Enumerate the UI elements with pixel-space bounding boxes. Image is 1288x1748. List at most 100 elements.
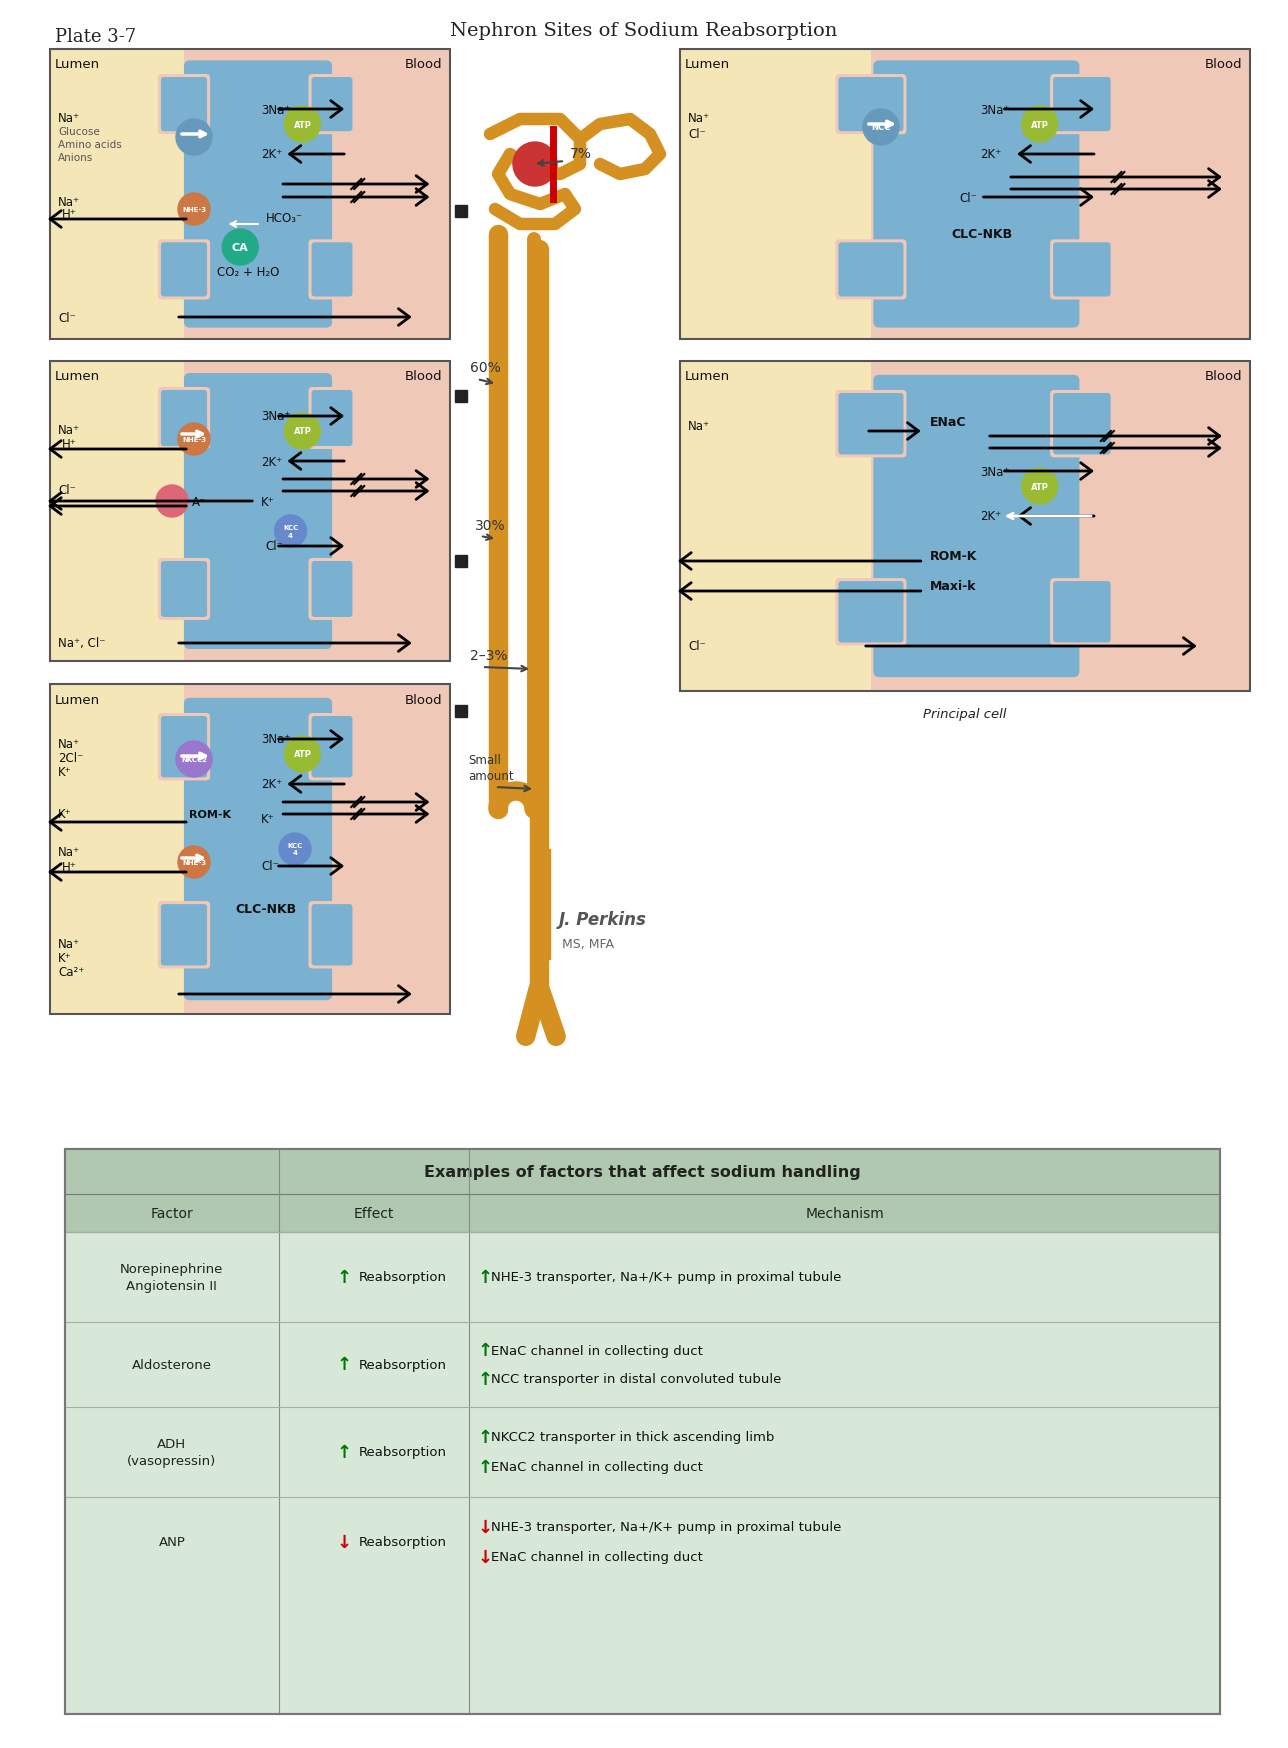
FancyBboxPatch shape: [838, 243, 903, 297]
Text: 2Cl⁻: 2Cl⁻: [58, 752, 84, 766]
Text: CO₂ + H₂O: CO₂ + H₂O: [216, 266, 279, 278]
Text: 3Na⁺: 3Na⁺: [261, 103, 291, 117]
Text: ATP: ATP: [294, 121, 312, 129]
Bar: [64, 1194, 1220, 1232]
FancyArrowPatch shape: [540, 989, 556, 1037]
Text: Blood: Blood: [1206, 371, 1243, 383]
Text: Na⁺: Na⁺: [58, 939, 80, 951]
FancyBboxPatch shape: [158, 239, 210, 301]
Text: NHE-3 transporter, Na+/K+ pump in proximal tubule: NHE-3 transporter, Na+/K+ pump in proxim…: [491, 1521, 841, 1533]
Text: ↑: ↑: [336, 1269, 352, 1287]
Bar: [332, 685, 450, 1014]
Text: Lumen: Lumen: [685, 371, 730, 383]
Text: Reabsorption: Reabsorption: [359, 1536, 447, 1549]
Text: Cl⁻: Cl⁻: [960, 191, 978, 205]
FancyBboxPatch shape: [873, 61, 1079, 329]
Text: KCC
4: KCC 4: [283, 524, 299, 538]
Text: NKCC2: NKCC2: [182, 757, 207, 762]
Text: Na⁺: Na⁺: [58, 196, 80, 208]
Circle shape: [285, 736, 321, 773]
Text: ↑: ↑: [336, 1444, 352, 1461]
Text: Na⁺, Cl⁻: Na⁺, Cl⁻: [58, 636, 106, 650]
Text: ↓: ↓: [336, 1533, 352, 1550]
Text: NHE-3 transporter, Na+/K+ pump in proximal tubule: NHE-3 transporter, Na+/K+ pump in proxim…: [491, 1271, 841, 1283]
Bar: [871, 51, 1082, 339]
Text: CLC-NKB: CLC-NKB: [951, 229, 1012, 241]
Text: Mechanism: Mechanism: [805, 1206, 884, 1220]
Bar: [455, 392, 468, 402]
Text: 3Na⁺: 3Na⁺: [980, 103, 1010, 117]
Bar: [50, 51, 450, 339]
Text: 60%: 60%: [470, 360, 501, 374]
Text: A⁻: A⁻: [192, 495, 206, 509]
Circle shape: [274, 516, 307, 547]
Text: NHE-3: NHE-3: [182, 437, 206, 442]
Text: Reabsorption: Reabsorption: [359, 1358, 447, 1370]
Text: 2–3%: 2–3%: [470, 649, 507, 662]
FancyBboxPatch shape: [312, 243, 353, 297]
Text: Principal cell: Principal cell: [923, 708, 1007, 720]
Circle shape: [178, 423, 210, 456]
Text: Lumen: Lumen: [55, 694, 100, 706]
Text: HCO₃⁻: HCO₃⁻: [265, 212, 303, 224]
Circle shape: [176, 741, 213, 778]
Text: 2K⁺: 2K⁺: [261, 454, 282, 468]
Text: Na⁺: Na⁺: [58, 738, 80, 752]
FancyBboxPatch shape: [161, 717, 207, 778]
Text: Norepinephrine
Angiotensin II: Norepinephrine Angiotensin II: [120, 1262, 224, 1292]
Text: NCC transporter in distal convoluted tubule: NCC transporter in distal convoluted tub…: [491, 1372, 782, 1386]
Text: NKCC2 transporter in thick ascending limb: NKCC2 transporter in thick ascending lim…: [491, 1430, 774, 1444]
Text: ↑: ↑: [336, 1356, 352, 1374]
Text: K⁺: K⁺: [58, 953, 72, 965]
Circle shape: [223, 231, 258, 266]
Text: NCC: NCC: [871, 124, 890, 133]
FancyBboxPatch shape: [836, 75, 907, 135]
FancyBboxPatch shape: [158, 559, 210, 621]
Bar: [871, 362, 1082, 692]
Text: ROM-K: ROM-K: [930, 551, 978, 563]
Text: H⁺: H⁺: [62, 208, 77, 222]
Bar: [50, 685, 450, 1014]
Text: Blood: Blood: [404, 371, 443, 383]
Bar: [680, 51, 1249, 339]
Text: Cl⁻: Cl⁻: [688, 640, 706, 654]
Text: Blood: Blood: [404, 694, 443, 706]
FancyArrowPatch shape: [526, 989, 538, 1037]
Text: ENaC channel in collecting duct: ENaC channel in collecting duct: [491, 1550, 703, 1564]
FancyBboxPatch shape: [161, 561, 207, 617]
Bar: [455, 706, 468, 718]
Circle shape: [1021, 468, 1057, 505]
FancyBboxPatch shape: [1054, 393, 1110, 454]
Text: 3Na⁺: 3Na⁺: [261, 411, 291, 423]
Text: Na⁺: Na⁺: [688, 420, 710, 434]
Bar: [64, 1150, 1220, 1194]
Text: ADH
(vasopressin): ADH (vasopressin): [128, 1437, 216, 1467]
Text: ROM-K: ROM-K: [189, 809, 231, 820]
FancyBboxPatch shape: [312, 904, 353, 967]
FancyBboxPatch shape: [312, 79, 353, 133]
Text: Cl⁻: Cl⁻: [58, 311, 76, 325]
FancyBboxPatch shape: [161, 904, 207, 967]
FancyBboxPatch shape: [309, 559, 355, 621]
Bar: [50, 362, 184, 662]
Text: Lumen: Lumen: [55, 371, 100, 383]
FancyBboxPatch shape: [1050, 239, 1114, 301]
Text: ↑: ↑: [478, 1341, 492, 1360]
Text: 7%: 7%: [571, 147, 592, 161]
Text: Blood: Blood: [404, 58, 443, 72]
Text: KCC
4: KCC 4: [287, 843, 303, 857]
Text: K⁺: K⁺: [58, 766, 72, 780]
Text: ATP: ATP: [294, 427, 312, 437]
FancyBboxPatch shape: [1054, 582, 1110, 643]
Text: Reabsorption: Reabsorption: [359, 1271, 447, 1283]
FancyBboxPatch shape: [309, 239, 355, 301]
Circle shape: [863, 110, 899, 145]
Text: K⁺: K⁺: [261, 813, 274, 827]
Circle shape: [513, 143, 556, 187]
Text: Na⁺: Na⁺: [58, 112, 80, 124]
FancyBboxPatch shape: [1050, 579, 1114, 647]
Text: ↑: ↑: [478, 1458, 492, 1475]
Text: Small
amount: Small amount: [468, 753, 514, 783]
FancyBboxPatch shape: [158, 713, 210, 781]
Text: Ca²⁺: Ca²⁺: [58, 967, 85, 979]
